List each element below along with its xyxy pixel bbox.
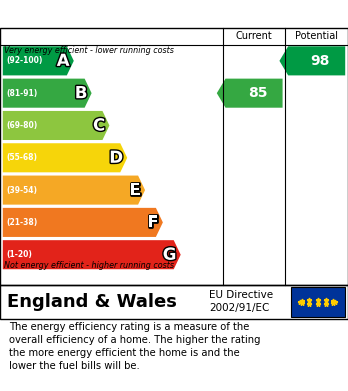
Text: 85: 85 [248, 86, 267, 100]
Polygon shape [3, 208, 163, 237]
Text: Energy Efficiency Rating: Energy Efficiency Rating [5, 7, 227, 22]
Text: C: C [93, 117, 105, 135]
Text: (1-20): (1-20) [6, 250, 32, 259]
Text: (92-100): (92-100) [6, 56, 43, 65]
Text: EU Directive
2002/91/EC: EU Directive 2002/91/EC [209, 290, 273, 312]
Text: Not energy efficient - higher running costs: Not energy efficient - higher running co… [4, 260, 174, 269]
Polygon shape [3, 46, 74, 75]
Polygon shape [217, 79, 283, 108]
Polygon shape [3, 79, 92, 108]
Text: The energy efficiency rating is a measure of the
overall efficiency of a home. T: The energy efficiency rating is a measur… [9, 322, 260, 371]
Text: E: E [129, 181, 141, 199]
Text: (39-54): (39-54) [6, 186, 37, 195]
Bar [291, 287, 345, 317]
Text: 98: 98 [310, 54, 330, 68]
Text: D: D [109, 149, 123, 167]
Polygon shape [3, 240, 181, 269]
Text: B: B [75, 84, 87, 102]
Text: Current: Current [236, 31, 272, 41]
Text: Potential: Potential [295, 31, 338, 41]
Polygon shape [3, 143, 127, 172]
Text: (69-80): (69-80) [6, 121, 38, 130]
Text: (21-38): (21-38) [6, 218, 38, 227]
Text: F: F [147, 213, 159, 231]
Polygon shape [3, 111, 109, 140]
Text: (81-91): (81-91) [6, 89, 38, 98]
Text: (55-68): (55-68) [6, 153, 37, 162]
Text: England & Wales: England & Wales [7, 293, 177, 311]
Polygon shape [279, 46, 345, 75]
Polygon shape [3, 176, 145, 204]
Text: Very energy efficient - lower running costs: Very energy efficient - lower running co… [4, 46, 174, 55]
Text: G: G [163, 246, 176, 264]
Text: A: A [57, 52, 70, 70]
